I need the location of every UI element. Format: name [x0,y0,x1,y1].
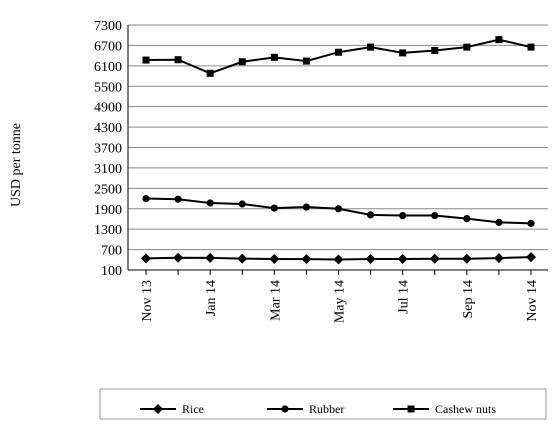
x-tick-label: Nov 14 [525,280,540,322]
point-marker [301,254,312,265]
point-marker [237,253,248,264]
series-cashew-nuts [142,36,535,77]
point-marker [281,405,289,413]
legend-label: Rice [182,402,204,416]
x-tick-labels: Nov 13 Jan 14 Mar 14 May 14 Jul 14 Sep 14 Nov … [140,280,540,323]
point-marker [334,205,343,213]
point-marker [495,36,503,44]
point-marker [173,252,184,263]
point-marker [302,57,310,65]
y-tick-label: 1900 [94,203,122,218]
point-marker [397,253,408,264]
point-marker [142,56,150,64]
x-tick-label: Sep 14 [461,280,476,319]
y-tick-label: 100 [101,264,122,279]
point-marker [238,58,246,66]
x-tick-label: Jan 14 [204,280,219,316]
y-tick-label: 2500 [94,182,122,197]
series-group [141,36,536,265]
point-marker [527,43,535,51]
point-marker [153,404,163,414]
point-marker [495,218,503,226]
point-marker [174,195,182,203]
legend-entry: Cashew nuts [393,402,496,416]
point-marker [431,211,439,220]
x-tick-label: May 14 [333,280,348,323]
point-marker [366,211,375,219]
legend-box [99,388,547,420]
y-tick-labels: 100 700 1300 1900 2500 3100 3700 4300 4900 5500 61… [94,19,122,279]
point-marker [527,219,535,227]
series-rice [141,252,536,265]
x-tick-label: Nov 13 [140,280,155,322]
y-tick-label: 4900 [94,101,122,116]
gridlines [128,24,548,251]
point-marker [461,253,472,264]
series-line [145,38,532,75]
point-marker [205,252,216,263]
point-marker [335,48,342,56]
y-tick-label: 1300 [94,223,122,238]
y-tick-label: 6700 [94,39,122,54]
x-tick-label: Mar 14 [268,280,283,321]
y-tick-label: 4300 [94,121,122,136]
point-marker [333,254,344,265]
point-marker [367,43,375,51]
y-tick-label: 7300 [94,19,122,34]
point-marker [238,200,246,208]
point-marker [270,53,278,61]
y-axis-label: USD per tonne [9,123,24,207]
point-marker [463,215,471,223]
point-marker [526,252,536,263]
y-tick-label: 3700 [94,142,122,157]
point-marker [141,253,151,264]
point-marker [206,69,214,77]
point-marker [493,253,504,264]
point-marker [302,203,311,211]
point-marker [365,253,376,264]
point-marker [429,253,440,264]
legend-label: Cashew nuts [435,402,496,416]
point-marker [270,204,278,212]
point-marker [269,253,280,264]
y-tick-label: 5500 [94,80,122,95]
legend-label: Rubber [309,402,344,416]
point-marker [431,47,439,55]
point-marker [142,194,150,203]
x-tick-label: Jul 14 [397,280,412,314]
point-marker [399,49,407,57]
y-tick-label: 3100 [94,162,122,177]
axes [127,25,548,275]
legend: Rice Rubber Cashew nuts [99,388,547,420]
legend-entry: Rice [140,402,204,416]
point-marker [399,211,407,220]
point-marker [174,56,182,64]
series-rubber [142,194,535,227]
point-marker [463,43,471,51]
y-tick-label: 6100 [94,60,122,75]
point-marker [206,199,214,207]
y-tick-label: 700 [101,244,122,259]
legend-entry: Rubber [267,402,344,416]
point-marker [407,405,415,413]
